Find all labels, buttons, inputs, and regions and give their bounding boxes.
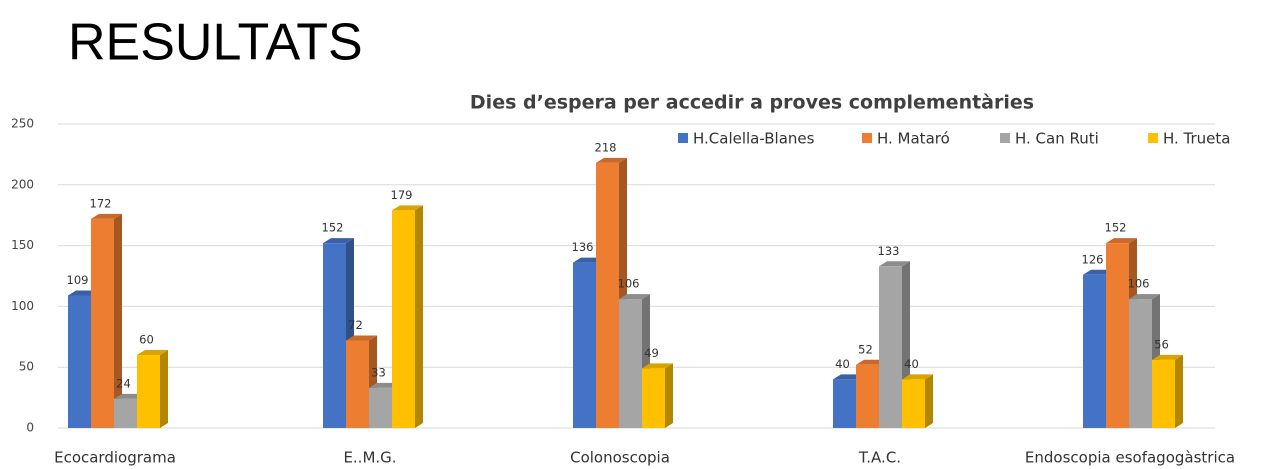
bar <box>879 266 902 428</box>
bar-top <box>137 350 168 356</box>
bar-top <box>1129 294 1160 300</box>
bar <box>856 364 879 428</box>
value-label: 24 <box>116 376 131 390</box>
bar <box>91 218 114 428</box>
bar <box>369 387 392 428</box>
bar <box>323 243 346 428</box>
y-tick-label: 100 <box>11 299 34 313</box>
bar-top <box>1106 238 1137 244</box>
value-label: 109 <box>67 273 89 287</box>
bar-side <box>160 350 168 428</box>
bar-side <box>665 363 673 428</box>
bar-top <box>1152 354 1183 360</box>
x-tick-label: Endoscopia esofagogàstrica <box>1025 449 1235 467</box>
chart-title: Dies d’espera per accedir a proves compl… <box>470 92 1034 114</box>
bar <box>642 368 665 428</box>
value-label: 179 <box>391 188 413 202</box>
value-label: 33 <box>371 365 386 379</box>
bar <box>1083 274 1106 428</box>
bar-top <box>346 335 377 341</box>
bar <box>114 398 137 428</box>
bar <box>392 210 415 428</box>
legend-label: H. Can Ruti <box>1015 130 1099 148</box>
value-label: 136 <box>572 240 594 254</box>
x-tick-label: E..M.G. <box>343 449 396 467</box>
value-label: 49 <box>644 346 659 360</box>
value-label: 40 <box>835 357 850 371</box>
value-label: 72 <box>348 318 363 332</box>
value-label: 106 <box>1128 277 1150 291</box>
y-tick-label: 200 <box>11 177 34 191</box>
bar <box>1152 359 1175 428</box>
value-label: 52 <box>858 342 873 356</box>
bar <box>833 379 856 428</box>
value-label: 152 <box>322 221 344 235</box>
x-tick-label: T.A.C. <box>858 449 901 467</box>
legend-swatch <box>1148 133 1158 143</box>
bar <box>1106 243 1129 428</box>
bar-top <box>642 363 673 369</box>
bar-top <box>392 205 423 211</box>
legend-label: H. Mataró <box>877 130 950 148</box>
value-label: 172 <box>90 196 112 210</box>
x-tick-label: Ecocardiograma <box>54 449 176 467</box>
legend-swatch <box>862 133 872 143</box>
slide-title: RESULTATS <box>68 14 363 72</box>
bar <box>902 379 925 428</box>
y-tick-label: 0 <box>26 421 34 435</box>
bar <box>68 295 91 428</box>
bar <box>573 262 596 428</box>
bar-top <box>902 374 933 380</box>
bar <box>596 162 619 429</box>
legend-swatch <box>678 133 688 143</box>
value-label: 106 <box>618 277 640 291</box>
bar <box>1129 299 1152 428</box>
value-label: 40 <box>904 357 919 371</box>
bar-top <box>619 294 650 300</box>
bar-side <box>1175 354 1183 428</box>
legend-label: H. Trueta <box>1163 130 1231 148</box>
value-label: 218 <box>595 140 617 154</box>
y-tick-label: 250 <box>11 117 34 131</box>
bar-top <box>596 157 627 163</box>
value-label: 133 <box>878 244 900 258</box>
bar-side <box>415 205 423 428</box>
y-tick-label: 50 <box>19 360 34 374</box>
bar-top <box>91 213 122 219</box>
value-label: 126 <box>1082 252 1104 266</box>
value-label: 152 <box>1105 221 1127 235</box>
legend-swatch <box>1000 133 1010 143</box>
value-label: 56 <box>1154 337 1169 351</box>
bar-side <box>925 374 933 428</box>
bar <box>346 340 369 428</box>
bar <box>619 299 642 428</box>
x-tick-label: Colonoscopia <box>570 449 670 467</box>
bar-top <box>323 238 354 244</box>
legend-label: H.Calella-Blanes <box>693 130 815 148</box>
bar-top <box>879 261 910 267</box>
bar <box>137 355 160 428</box>
y-tick-label: 150 <box>11 238 34 252</box>
value-label: 60 <box>139 333 154 347</box>
bar-side <box>114 213 122 428</box>
